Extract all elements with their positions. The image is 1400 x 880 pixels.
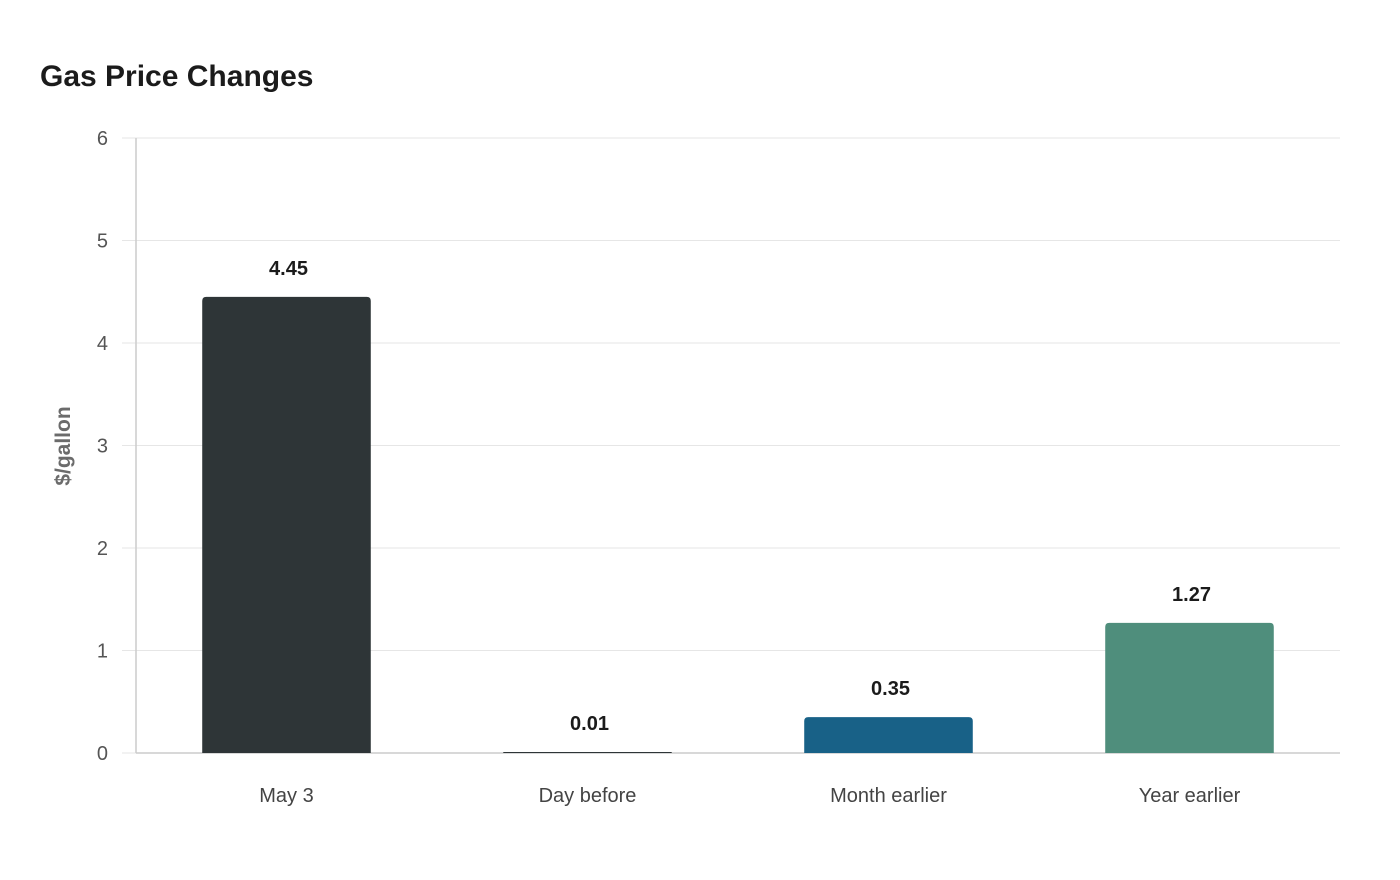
x-tick-label: Month earlier [830,785,947,807]
bar-value-label: 0.35 [871,678,910,700]
y-axis-title: $/gallon [52,406,75,485]
bar [202,296,371,753]
y-tick-label: 2 [97,538,108,560]
x-tick-label: Year earlier [1139,785,1241,807]
y-tick-label: 5 [97,231,108,253]
bar [1105,622,1274,753]
y-tick-label: 6 [97,128,108,150]
y-tick-label: 0 [97,743,108,765]
bar-value-label: 1.27 [1172,584,1211,606]
y-axis-ticks: 0 1 2 3 4 5 6 [97,128,136,765]
y-tick-label: 3 [97,436,108,458]
bars: 4.45 0.01 0.35 1.27 [202,258,1274,753]
bar [503,751,672,753]
y-tick-label: 4 [97,333,108,355]
x-axis-labels: May 3 Day before Month earlier Year earlier [259,785,1240,807]
chart-title: Gas Price Changes [40,60,314,93]
bar-value-label: 4.45 [269,258,308,280]
bar-value-label: 0.01 [570,713,609,735]
y-tick-label: 1 [97,641,108,663]
bar [804,717,973,753]
x-tick-label: May 3 [259,785,313,807]
x-tick-label: Day before [539,785,637,807]
